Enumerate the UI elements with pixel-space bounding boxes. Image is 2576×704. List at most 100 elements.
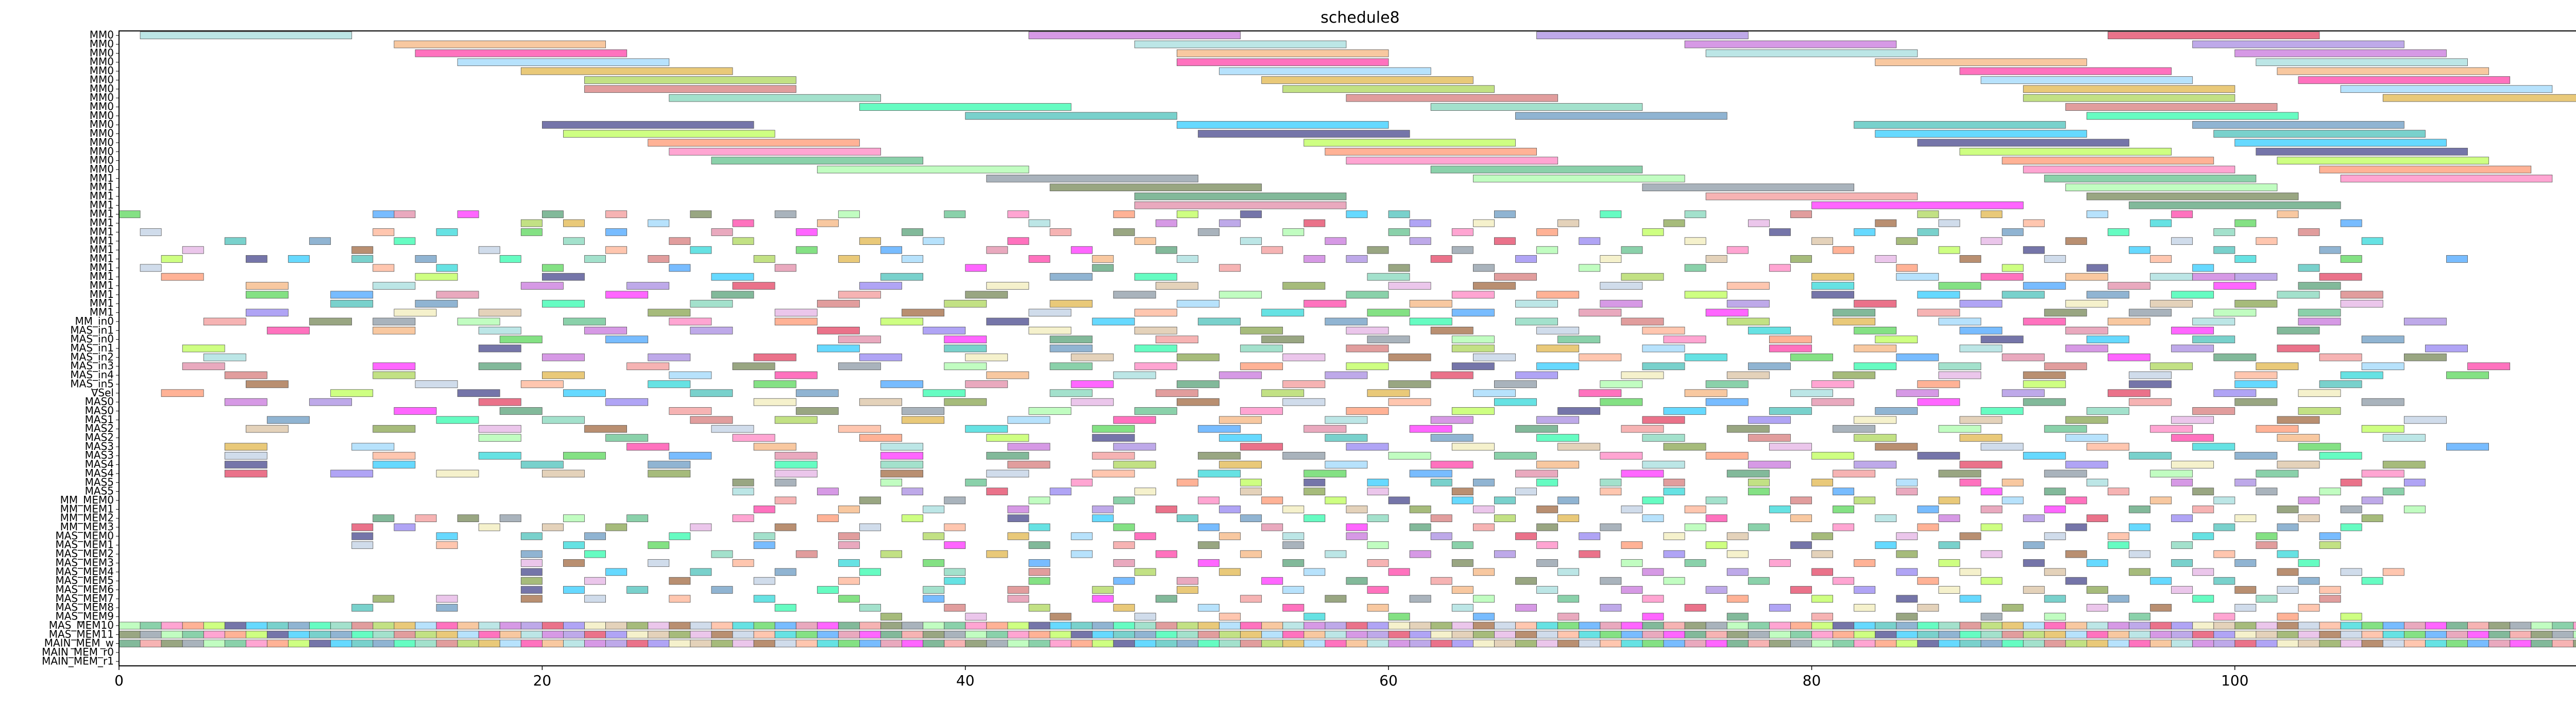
schedule-bar bbox=[690, 630, 712, 639]
schedule-bar bbox=[1833, 622, 1854, 630]
schedule-bar bbox=[224, 622, 246, 630]
schedule-bar bbox=[1811, 613, 1833, 621]
schedule-bar bbox=[394, 622, 416, 630]
schedule-bar bbox=[1726, 425, 1770, 433]
schedule-bar bbox=[2256, 488, 2278, 496]
y-tick-label: MM_MEM1 bbox=[60, 502, 114, 515]
schedule-bar bbox=[415, 299, 458, 308]
schedule-bar bbox=[1663, 532, 1685, 540]
schedule-bar bbox=[1261, 76, 1473, 84]
schedule-bar bbox=[1726, 532, 1749, 540]
schedule-bar bbox=[711, 640, 733, 647]
schedule-bar bbox=[1113, 640, 1135, 647]
schedule-bar bbox=[1007, 210, 1029, 219]
schedule-bar bbox=[669, 595, 691, 603]
schedule-bar bbox=[478, 362, 521, 371]
schedule-bar bbox=[1367, 559, 1389, 567]
schedule-bar bbox=[1176, 640, 1198, 647]
schedule-bar bbox=[1536, 640, 1558, 647]
schedule-bar bbox=[1854, 434, 1897, 442]
y-tick-label: MM0 bbox=[90, 118, 114, 130]
schedule-bar bbox=[1049, 488, 1072, 496]
schedule-bar bbox=[1621, 506, 1643, 513]
schedule-bar bbox=[1621, 586, 1643, 594]
schedule-bar bbox=[2298, 577, 2320, 585]
schedule-bar bbox=[1896, 354, 1939, 361]
schedule-bar bbox=[372, 371, 416, 379]
schedule-bar bbox=[2510, 640, 2532, 647]
schedule-bar bbox=[1896, 613, 1918, 621]
schedule-bar bbox=[1388, 380, 1431, 388]
schedule-bar bbox=[2277, 67, 2489, 75]
schedule-bar bbox=[2319, 640, 2341, 647]
schedule-bar bbox=[2234, 630, 2257, 639]
schedule-bar bbox=[288, 255, 310, 263]
y-tick-label: MM0 bbox=[90, 154, 114, 166]
schedule-bar bbox=[1219, 532, 1241, 540]
schedule-bar bbox=[1028, 327, 1072, 334]
schedule-bar bbox=[1472, 174, 1685, 182]
schedule-bar bbox=[1198, 470, 1241, 478]
schedule-bar bbox=[140, 31, 352, 40]
schedule-bar bbox=[1430, 434, 1473, 442]
schedule-bar bbox=[1367, 586, 1389, 594]
schedule-bar bbox=[2044, 630, 2066, 639]
schedule-bar bbox=[1642, 595, 1664, 603]
schedule-bar bbox=[1980, 550, 2003, 558]
schedule-bar bbox=[690, 416, 733, 424]
schedule-bar bbox=[1451, 228, 1473, 236]
schedule-bar bbox=[1113, 371, 1156, 379]
schedule-bar bbox=[394, 237, 416, 245]
schedule-bar bbox=[2171, 327, 2214, 334]
schedule-bar bbox=[267, 640, 289, 647]
schedule-bar bbox=[1303, 425, 1347, 433]
schedule-bar bbox=[2403, 640, 2426, 647]
schedule-bar bbox=[626, 630, 649, 639]
y-tick-label: MAS4 bbox=[85, 467, 114, 479]
schedule-bar bbox=[2488, 622, 2511, 630]
schedule-bar bbox=[1472, 354, 1516, 361]
schedule-bar bbox=[1536, 478, 1558, 487]
schedule-bar bbox=[584, 255, 606, 263]
schedule-bar bbox=[118, 640, 141, 647]
schedule-bar bbox=[1346, 532, 1368, 540]
schedule-bar bbox=[1282, 630, 1304, 639]
schedule-bar bbox=[774, 416, 818, 424]
schedule-bar bbox=[1790, 354, 1833, 361]
schedule-bar bbox=[1007, 640, 1029, 647]
schedule-bar bbox=[626, 640, 649, 647]
schedule-bar bbox=[542, 299, 585, 308]
schedule-bar bbox=[2340, 630, 2362, 639]
schedule-bar bbox=[1494, 210, 1516, 219]
schedule-bar bbox=[1621, 470, 1664, 478]
schedule-bar bbox=[2171, 210, 2193, 219]
schedule-bar bbox=[1113, 443, 1156, 451]
schedule-bar bbox=[1642, 568, 1664, 576]
schedule-bar bbox=[2150, 496, 2172, 505]
schedule-bar bbox=[1684, 506, 1706, 513]
y-tick-label: MM0 bbox=[90, 145, 114, 157]
schedule-bar bbox=[372, 327, 416, 334]
schedule-bar bbox=[2023, 586, 2045, 594]
schedule-bar bbox=[1917, 506, 1939, 513]
schedule-bar bbox=[1938, 470, 1981, 478]
schedule-bar bbox=[1409, 630, 1431, 639]
schedule-bar bbox=[690, 299, 733, 308]
schedule-bar bbox=[1938, 425, 1981, 433]
y-tick-label: MM1 bbox=[90, 225, 114, 238]
schedule-bar bbox=[795, 622, 818, 630]
schedule-bar bbox=[1705, 192, 1918, 200]
schedule-bar bbox=[1748, 219, 1770, 227]
schedule-bar bbox=[986, 640, 1008, 647]
schedule-bar bbox=[2319, 630, 2341, 639]
schedule-bar bbox=[2340, 640, 2362, 647]
schedule-bar bbox=[1472, 389, 1516, 397]
schedule-bar bbox=[690, 523, 712, 531]
schedule-bar bbox=[584, 595, 606, 603]
schedule-bar bbox=[1515, 604, 1537, 612]
schedule-bar bbox=[1219, 506, 1241, 513]
schedule-bar bbox=[1134, 613, 1156, 621]
schedule-bar bbox=[732, 434, 775, 442]
schedule-bar bbox=[2234, 514, 2257, 523]
